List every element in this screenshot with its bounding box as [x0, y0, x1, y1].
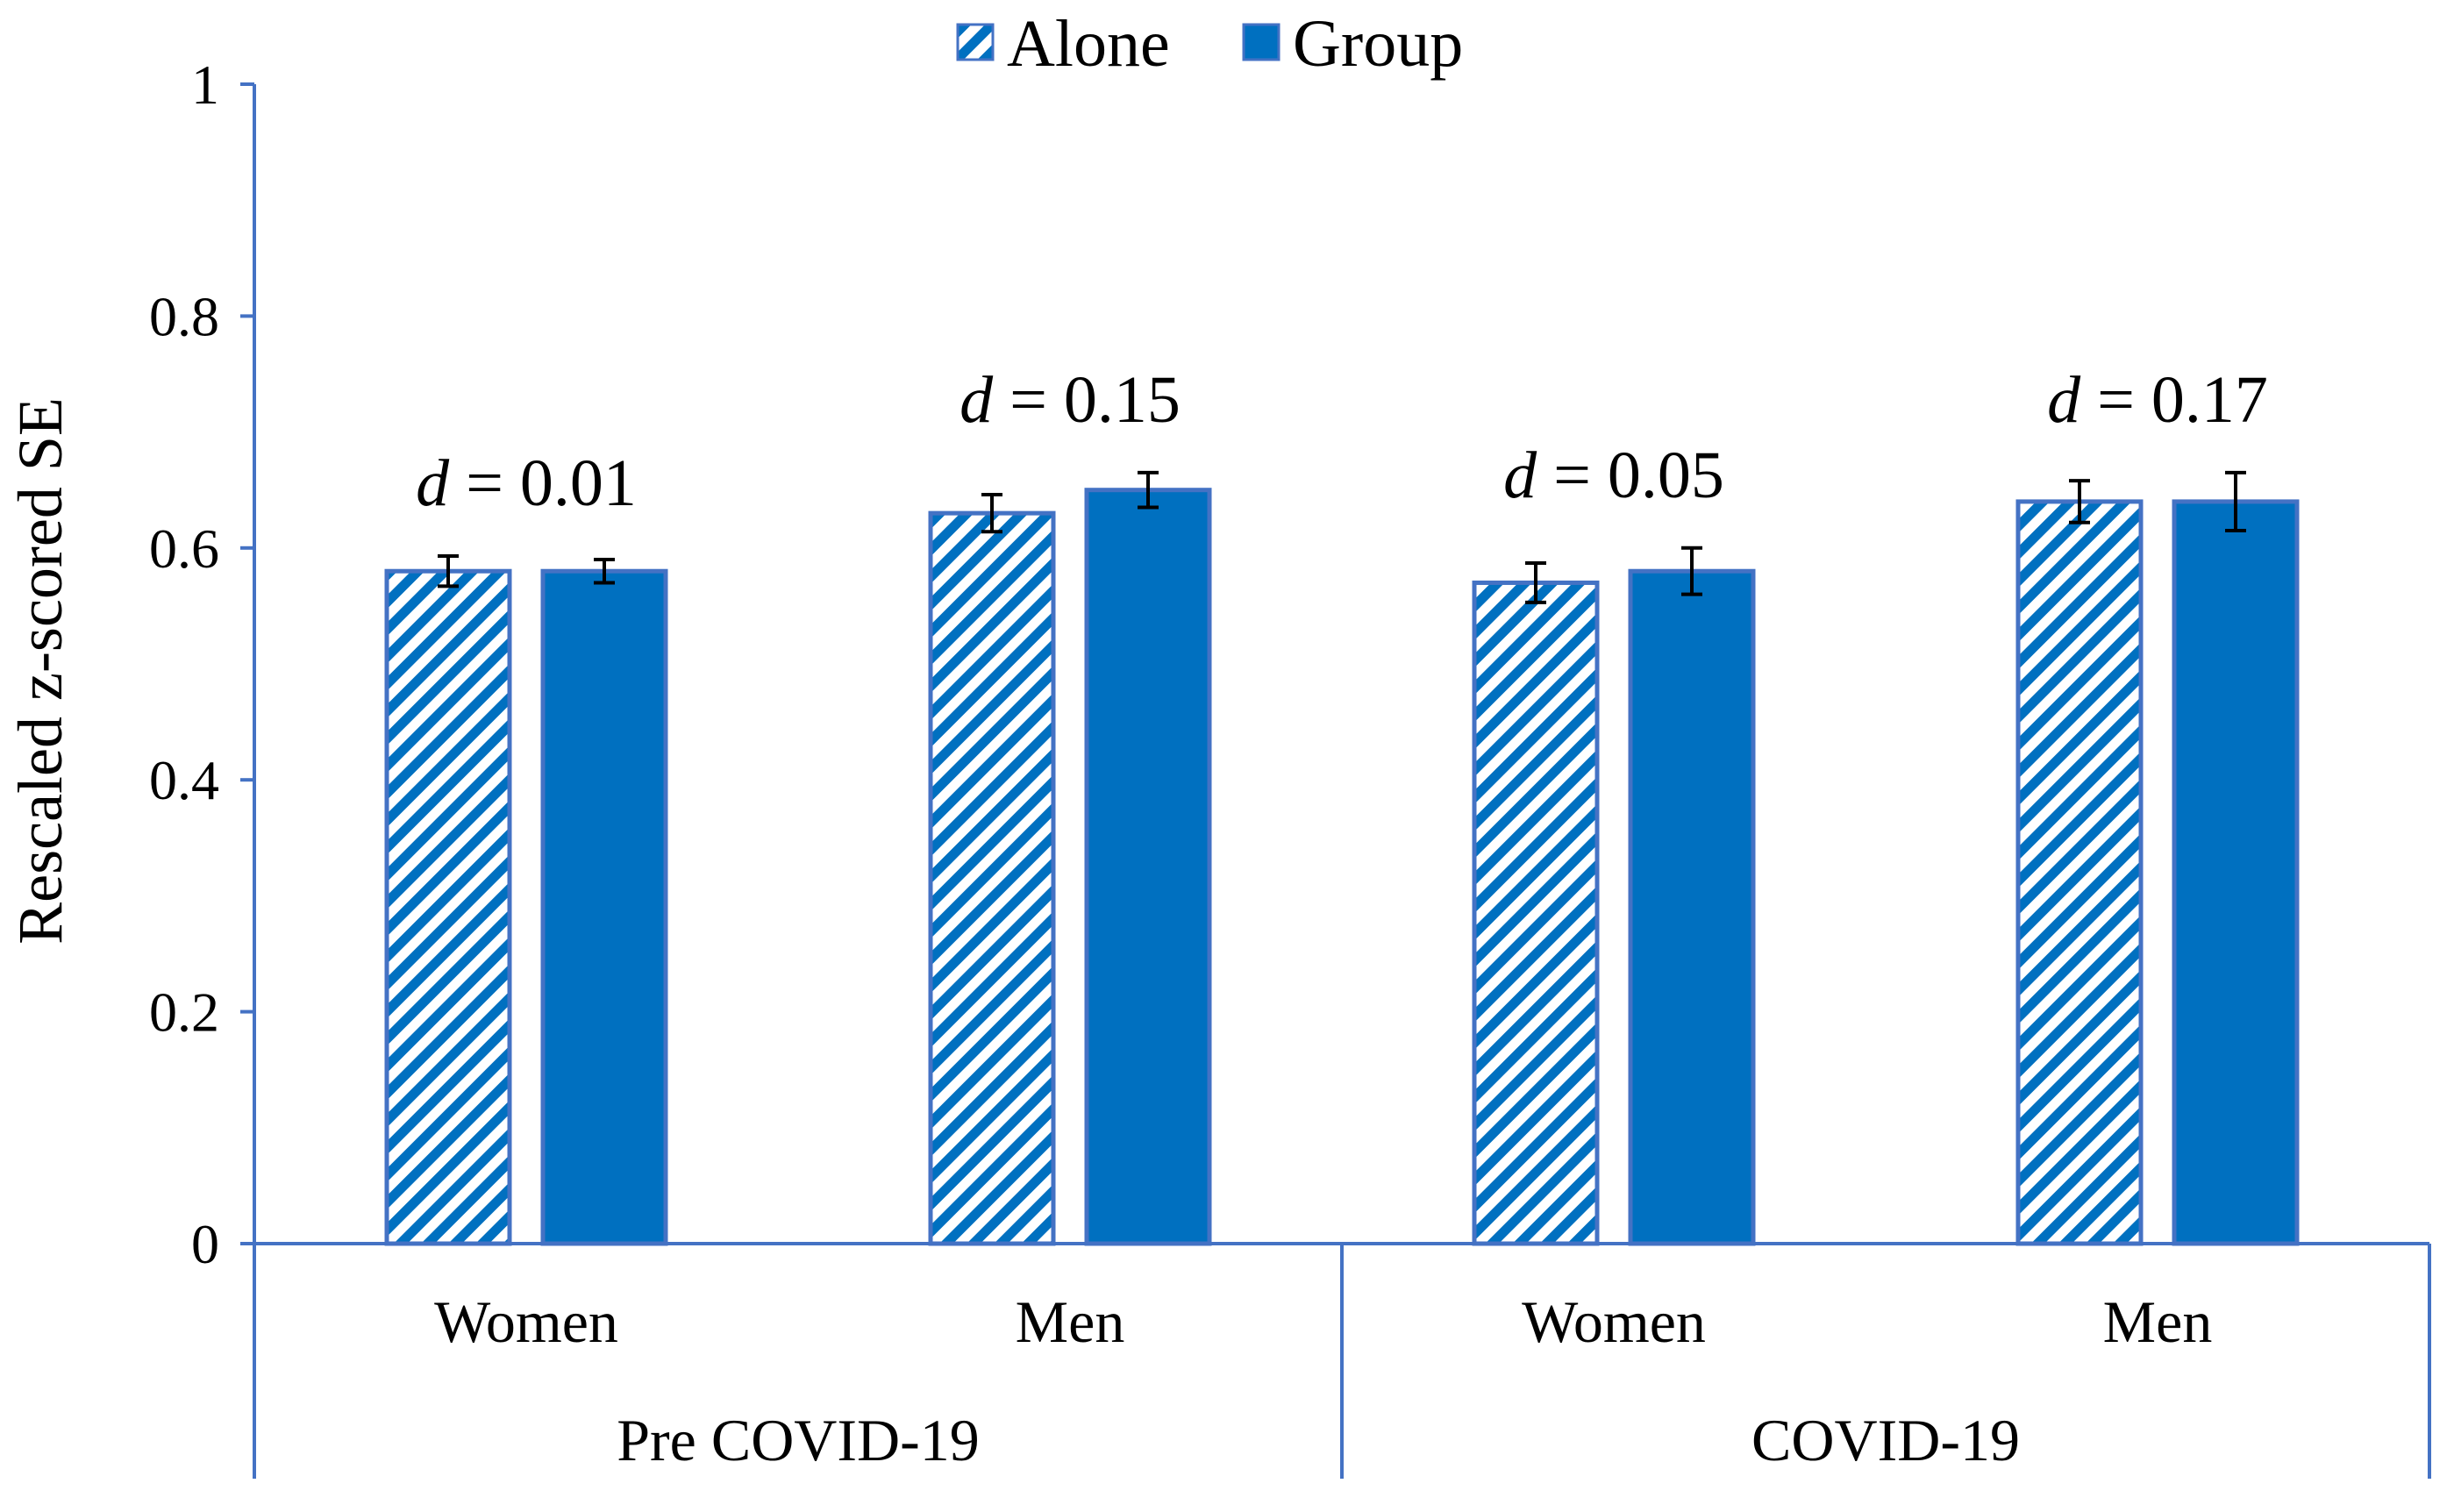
effect-size-value: = 0.01: [449, 446, 637, 520]
effect-size-symbol: d: [1503, 439, 1537, 512]
bar-alone: [928, 510, 1056, 1246]
y-tick-label: 0: [191, 1213, 219, 1275]
effect-size-value: = 0.15: [993, 363, 1181, 437]
effect-size-annotation: d = 0.05: [1503, 439, 1724, 512]
y-tick-label: 1: [191, 53, 219, 116]
y-tick-label: 0.6: [149, 517, 219, 580]
bar-alone: [1472, 580, 1600, 1246]
group-label: Pre COVID-19: [617, 1407, 980, 1473]
legend: Alone Group: [956, 7, 1463, 81]
bar-alone: [2015, 499, 2144, 1246]
effect-size-symbol: d: [2047, 363, 2081, 437]
y-tick-label: 0.4: [149, 749, 219, 811]
effect-size-symbol: d: [959, 363, 994, 437]
effect-size-annotation: d = 0.17: [2047, 363, 2268, 437]
bar-group: [1628, 568, 1756, 1246]
bar-group: [1084, 488, 1212, 1246]
y-tick-label: 0.8: [149, 285, 219, 347]
bar-group: [2172, 499, 2300, 1246]
error-bars: [438, 470, 2246, 604]
legend-label-alone: Alone: [1007, 7, 1170, 81]
bar-alone: [384, 568, 512, 1246]
bar-group: [540, 568, 668, 1246]
effect-size-annotation: d = 0.01: [416, 446, 637, 520]
category-label: Men: [2103, 1288, 2213, 1355]
legend-swatch-alone: [956, 23, 995, 61]
category-label: Women: [1522, 1288, 1706, 1355]
effect-size-symbol: d: [416, 446, 450, 520]
category-label: Women: [434, 1288, 618, 1355]
effect-size-value: = 0.17: [2080, 363, 2268, 437]
y-axis-title: Rescaled z-scored SE: [5, 397, 75, 945]
group-label: COVID-19: [1751, 1407, 2020, 1473]
y-tick-label: 0.2: [149, 981, 219, 1044]
legend-swatch-group: [1242, 23, 1281, 61]
effect-size-annotation: d = 0.15: [959, 363, 1181, 437]
legend-label-group: Group: [1293, 7, 1463, 81]
bars: [384, 488, 2300, 1246]
category-label: Men: [1016, 1288, 1125, 1355]
labels: Pre COVID-19 COVID-19 Women d = 0.01 Men d = …: [416, 363, 2268, 1473]
effect-size-value: = 0.05: [1537, 439, 1724, 512]
